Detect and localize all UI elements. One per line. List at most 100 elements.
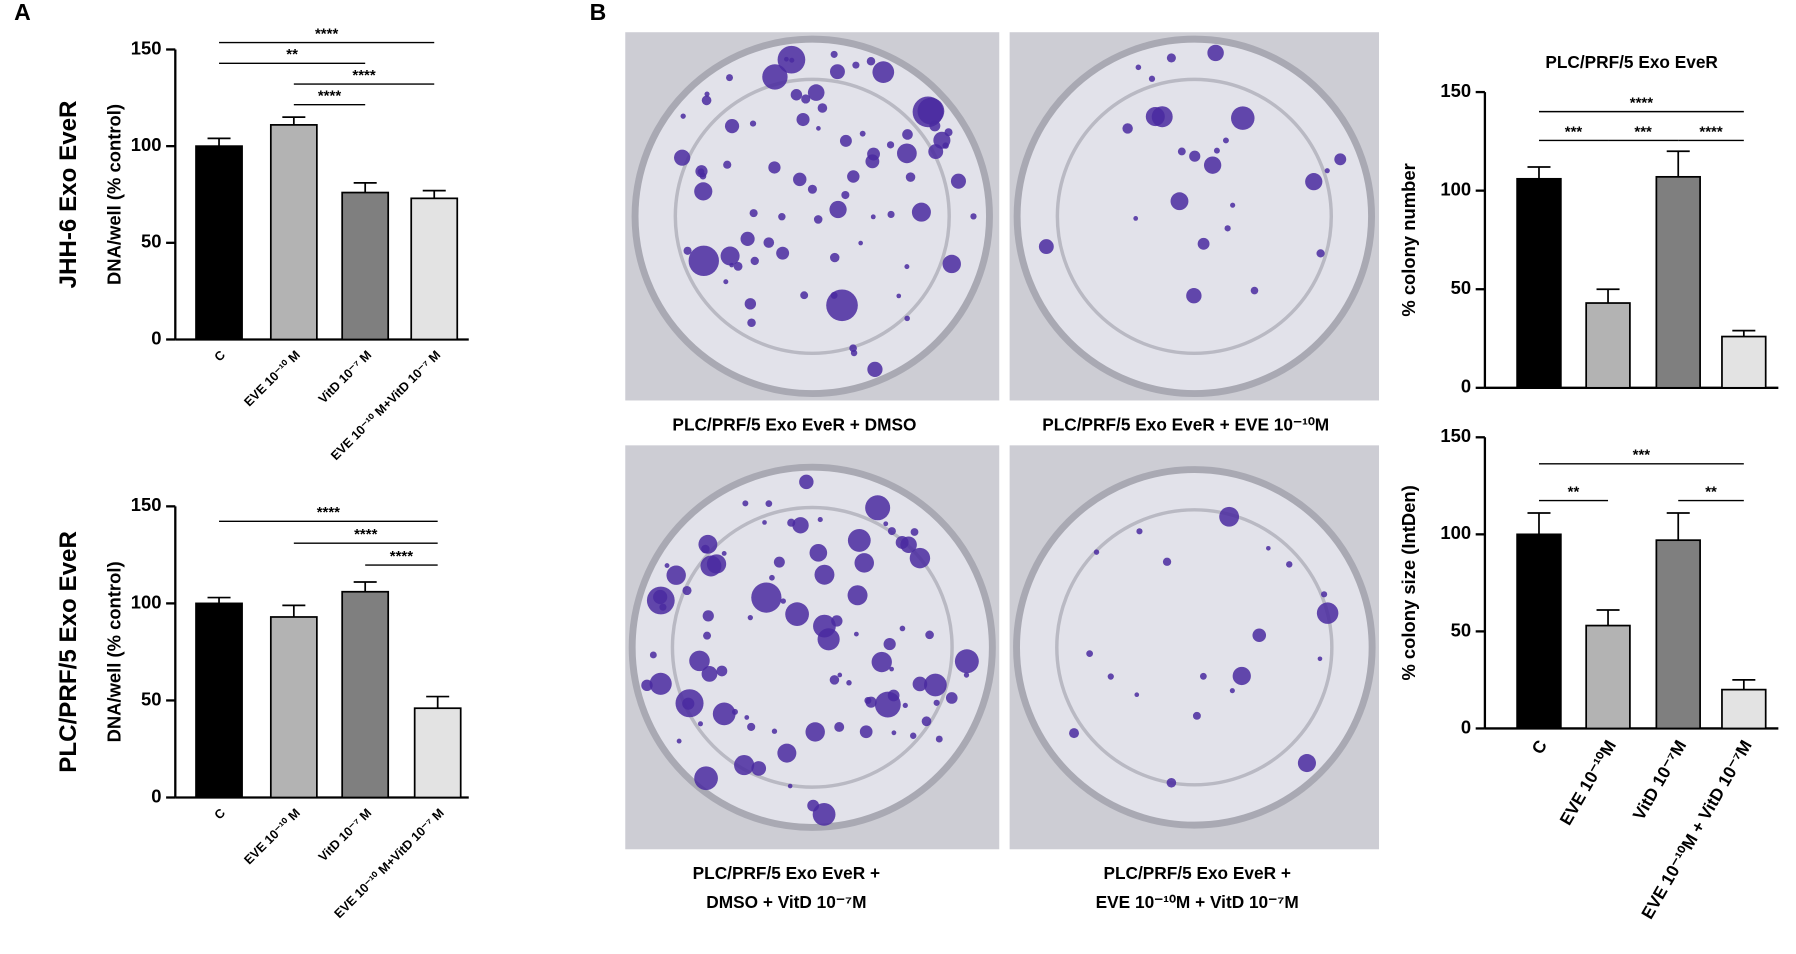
y-tick-label: 150 xyxy=(1440,425,1471,446)
colony xyxy=(787,783,793,789)
colony xyxy=(883,637,896,651)
colony xyxy=(793,172,807,187)
colony xyxy=(1231,106,1255,130)
y-axis-label: % colony size (IntDen) xyxy=(1398,485,1419,680)
x-tick-label: C xyxy=(1527,737,1551,758)
colony xyxy=(839,134,852,147)
colony xyxy=(747,318,756,328)
colony xyxy=(933,699,940,706)
colony xyxy=(829,200,847,219)
colony xyxy=(1170,192,1189,211)
colony xyxy=(911,202,931,222)
colony xyxy=(799,474,814,490)
error-bar xyxy=(1596,609,1620,626)
colony xyxy=(854,553,874,573)
colony xyxy=(909,547,931,569)
colony xyxy=(768,161,781,174)
colony xyxy=(1166,778,1177,788)
colony xyxy=(1038,239,1054,255)
colony xyxy=(1166,53,1176,63)
row-label: JHH-6 Exo EveR xyxy=(55,100,82,288)
dish-rim xyxy=(1013,35,1375,398)
colony xyxy=(817,628,840,651)
colony xyxy=(899,625,906,632)
x-tick-label: EVE 10⁻¹⁰ M xyxy=(242,806,303,867)
colony xyxy=(1135,64,1142,71)
bar xyxy=(195,145,243,341)
colony xyxy=(773,556,785,568)
colony xyxy=(1334,153,1347,166)
colony xyxy=(675,689,704,718)
colony xyxy=(703,631,712,640)
error-bar xyxy=(353,182,377,193)
photo-caption: PLC/PRF/5 Exo EveR + EVE 10⁻¹⁰M xyxy=(1042,414,1329,434)
significance-label: **** xyxy=(315,25,338,42)
colony xyxy=(716,665,728,677)
error-bar xyxy=(426,695,450,709)
colony xyxy=(814,564,835,585)
colony xyxy=(963,672,970,678)
colony xyxy=(905,172,916,182)
colony xyxy=(886,141,895,149)
photo-caption: PLC/PRF/5 Exo EveR + xyxy=(1103,863,1290,883)
colony xyxy=(1230,202,1236,208)
error-bar xyxy=(1527,166,1551,179)
colony xyxy=(859,725,873,739)
colony xyxy=(776,246,790,260)
colony xyxy=(641,679,653,692)
bar xyxy=(341,191,390,341)
colony xyxy=(841,190,850,200)
x-tick-label: C xyxy=(212,348,228,364)
dish-inner xyxy=(1055,508,1334,787)
colony xyxy=(921,716,932,727)
colony xyxy=(1086,650,1093,658)
colony xyxy=(1189,150,1201,162)
colony xyxy=(1320,591,1328,598)
colony xyxy=(1213,147,1220,154)
colony xyxy=(807,84,825,101)
colony xyxy=(751,761,767,776)
y-tick-label: 150 xyxy=(131,37,162,58)
panel-letter: A xyxy=(14,0,31,25)
colony xyxy=(970,213,977,220)
photo-caption: EVE 10⁻¹⁰M + VitD 10⁻⁷M xyxy=(1096,892,1299,912)
y-tick-label: 0 xyxy=(1461,716,1471,737)
error-bar xyxy=(1732,329,1756,337)
colony xyxy=(1177,147,1186,156)
dish-rim xyxy=(628,463,996,831)
colony xyxy=(1197,237,1210,250)
significance-label: *** xyxy=(1634,123,1652,140)
y-tick-label: 100 xyxy=(1440,522,1471,543)
colony xyxy=(1207,44,1224,62)
significance-label: *** xyxy=(1565,123,1583,140)
chart-title: PLC/PRF/5 Exo EveR xyxy=(1545,52,1718,72)
colony xyxy=(846,680,852,686)
error-bar xyxy=(1596,288,1620,304)
bar xyxy=(1585,302,1631,389)
colony xyxy=(829,64,845,80)
colony xyxy=(1324,168,1330,174)
colony xyxy=(694,182,713,201)
y-axis-label: DNA/well (% control) xyxy=(103,561,124,742)
colony xyxy=(734,755,755,776)
bar xyxy=(1516,533,1562,730)
error-bar xyxy=(1527,512,1551,535)
colony xyxy=(700,555,722,577)
colony xyxy=(1122,123,1133,134)
colony xyxy=(1266,545,1271,551)
x-tick-label: EVE 10⁻¹⁰M + VitD 10⁻⁷M xyxy=(1637,737,1756,923)
y-tick-label: 0 xyxy=(151,785,161,806)
colony xyxy=(924,673,947,697)
colony xyxy=(674,149,691,166)
colony xyxy=(942,254,961,274)
colony xyxy=(1250,286,1259,295)
colony xyxy=(867,361,883,377)
bar xyxy=(195,602,243,799)
colony xyxy=(1093,549,1100,555)
colony xyxy=(866,56,876,66)
colony xyxy=(1186,288,1202,304)
colony xyxy=(1151,106,1173,128)
colony xyxy=(733,261,743,271)
